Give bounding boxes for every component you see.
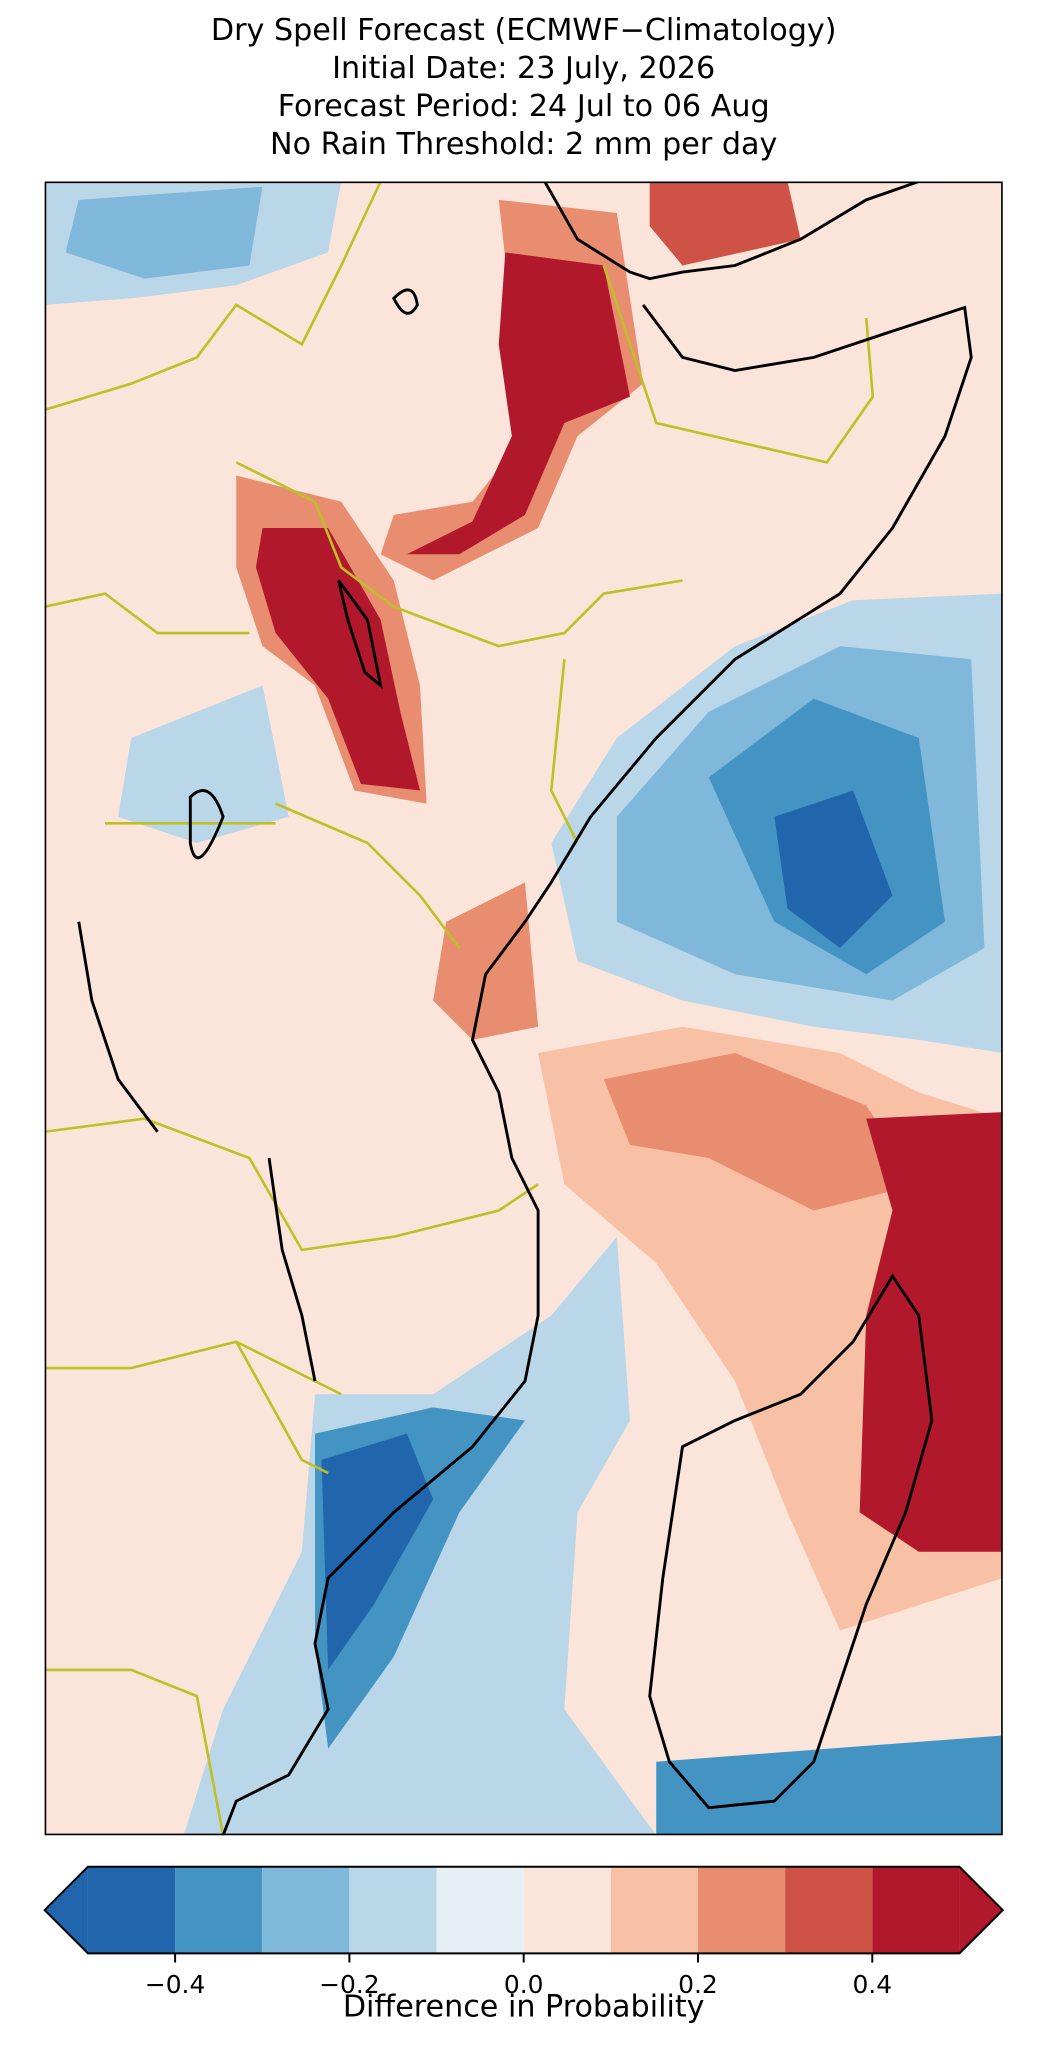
- colorbar-bin: [175, 1866, 263, 1954]
- colorbar-bin: [610, 1866, 698, 1954]
- map: [44, 181, 1003, 1836]
- colorbar-outline: [43, 1865, 1005, 1955]
- chart-title: Initial Date: 23 July, 2026: [332, 51, 715, 86]
- chart-title: Dry Spell Forecast (ECMWF−Climatology): [211, 13, 837, 48]
- colorbar-extend-high: [959, 1866, 1003, 1954]
- colorbar-bin: [785, 1866, 873, 1954]
- colorbar-extend-low: [44, 1866, 88, 1954]
- chart-title: Forecast Period: 24 Jul to 06 Aug: [278, 89, 770, 124]
- colorbar-bin: [872, 1866, 960, 1954]
- colorbar-bin: [697, 1866, 786, 1954]
- chart-title: No Rain Threshold: 2 mm per day: [270, 127, 777, 162]
- colorbar-tick-label: 0.4: [852, 1970, 892, 1999]
- colorbar-tick-label: 0.2: [678, 1970, 718, 1999]
- colorbar-tick-label: −0.2: [319, 1970, 380, 1999]
- colorbar-label: Difference in Probability: [343, 1989, 705, 2024]
- colorbar-bin: [87, 1866, 176, 1954]
- colorbar-bin: [349, 1866, 437, 1954]
- colorbar-tick-label: 0.0: [504, 1970, 544, 1999]
- colorbar-bin: [262, 1866, 350, 1954]
- colorbar-bin: [436, 1866, 524, 1954]
- colorbar-tick-label: −0.4: [145, 1970, 206, 1999]
- colorbar-bin: [523, 1866, 611, 1954]
